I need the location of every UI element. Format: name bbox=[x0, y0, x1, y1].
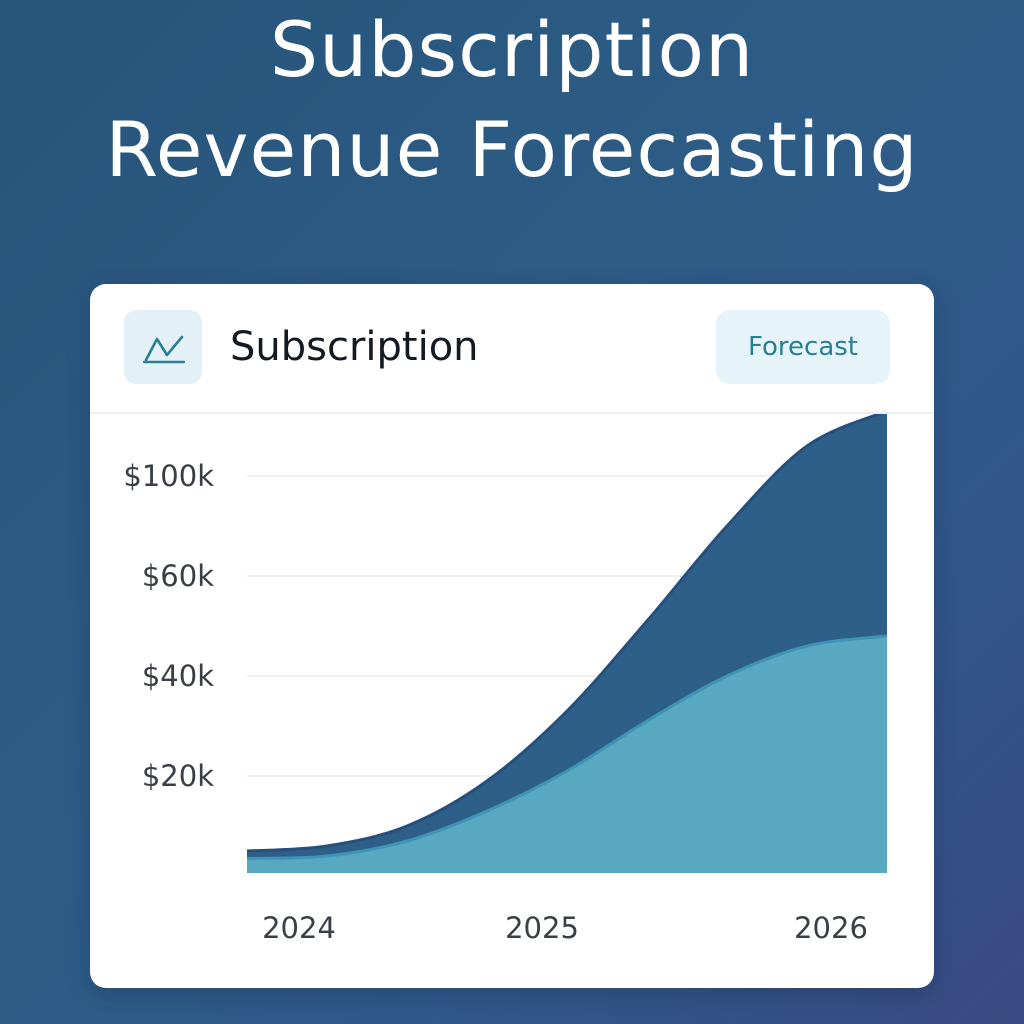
y-tick-label: $100k bbox=[123, 459, 214, 493]
series-area-lower bbox=[247, 636, 887, 873]
y-tick-label: $40k bbox=[142, 659, 214, 693]
page-title-line-1: Subscription bbox=[269, 5, 755, 94]
y-tick-label: $60k bbox=[142, 559, 214, 593]
series-area-upper-line bbox=[246, 414, 884, 853]
card-header: Subscription Forecast bbox=[90, 284, 934, 414]
x-tick-label: 2026 bbox=[794, 911, 868, 945]
chart-card: Subscription Forecast $100k $60k $40k $20k 2… bbox=[90, 284, 934, 988]
trend-line-icon bbox=[124, 310, 202, 384]
page-title-line-2: Revenue Forecasting bbox=[105, 105, 919, 194]
revenue-area-chart: $100k $60k $40k $20k 2024 2025 2026 bbox=[123, 414, 888, 945]
series-area-lower-line bbox=[246, 634, 888, 860]
x-tick-label: 2024 bbox=[262, 911, 336, 945]
page-title: Subscription Revenue Forecasting bbox=[0, 0, 1024, 200]
card-title: Subscription bbox=[230, 324, 479, 370]
forecast-badge[interactable]: Forecast bbox=[716, 310, 890, 384]
y-tick-label: $20k bbox=[142, 759, 214, 793]
x-tick-label: 2025 bbox=[505, 911, 579, 945]
